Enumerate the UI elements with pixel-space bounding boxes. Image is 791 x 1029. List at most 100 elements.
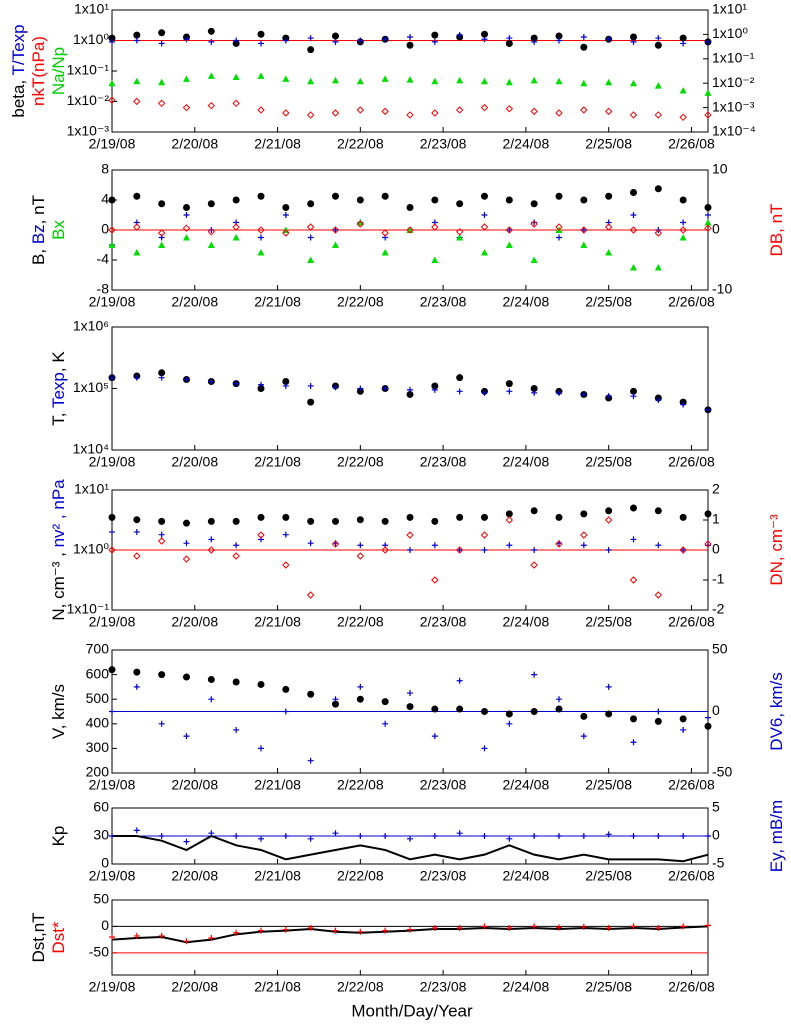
data-point (605, 547, 612, 553)
data-point (580, 510, 588, 518)
data-point (604, 516, 613, 524)
y-tick-label: 4 (101, 191, 109, 207)
y2-tick-label: 1x10⁰ (712, 25, 748, 41)
data-point (705, 922, 711, 929)
data-point (704, 224, 712, 232)
y2-tick-label: 1 (712, 511, 720, 527)
data-point (356, 77, 364, 85)
data-point (406, 226, 414, 234)
axis-title-part: DN, cm⁻³ (767, 514, 786, 586)
data-point (282, 513, 290, 521)
y2-tick-label: -5 (712, 855, 725, 871)
data-point (481, 77, 488, 85)
data-point (555, 192, 563, 200)
data-point (331, 226, 340, 234)
data-point (630, 264, 637, 271)
x-tick-label: 2/26/08 (668, 454, 715, 470)
data-point (580, 923, 587, 930)
axis-title: Bx (49, 220, 68, 240)
data-point (505, 710, 513, 718)
data-point (233, 833, 240, 839)
data-point (208, 830, 215, 837)
axis-title: Dst,nT (29, 912, 48, 962)
data-point (556, 389, 562, 396)
x-tick-label: 2/20/08 (171, 136, 218, 152)
data-point (680, 726, 687, 733)
data-point (605, 924, 612, 931)
data-point (182, 224, 191, 232)
data-point (531, 671, 538, 678)
data-point (207, 241, 215, 248)
data-point (133, 668, 141, 676)
data-point (481, 547, 488, 553)
data-point (332, 227, 339, 233)
data-point (530, 107, 538, 116)
y2-tick-label: 5 (712, 799, 720, 815)
data-point (332, 384, 339, 391)
y2-tick-label: 0 (712, 541, 720, 557)
data-point (655, 833, 662, 839)
data-point (257, 680, 265, 688)
data-point (679, 87, 687, 94)
data-point (531, 923, 538, 930)
axis-title-part: Texp (49, 372, 68, 408)
data-point (431, 386, 438, 393)
data-point (157, 229, 166, 237)
data-point (232, 99, 240, 108)
data-point (655, 924, 662, 931)
data-point (679, 34, 687, 42)
data-point (679, 113, 687, 122)
data-point (332, 517, 339, 525)
data-point (580, 241, 588, 248)
x-tick-label: 2/23/08 (420, 868, 467, 884)
data-point (605, 78, 613, 86)
data-point (481, 30, 488, 38)
data-point (233, 726, 240, 733)
x-tick-label: 2/23/08 (420, 777, 467, 793)
y-tick-label: 1x10⁻¹ (67, 62, 110, 78)
data-point (207, 27, 215, 35)
data-point (481, 708, 488, 715)
data-point (307, 540, 314, 547)
data-point (530, 220, 538, 228)
data-point (679, 546, 687, 554)
x-tick-label: 2/21/08 (254, 614, 301, 630)
data-point (407, 690, 413, 697)
y-tick-label: 1x10⁰ (73, 541, 109, 557)
y-tick-label: 1x10¹ (74, 1, 109, 17)
data-point (481, 833, 488, 839)
data-point (158, 531, 165, 538)
data-point (233, 37, 240, 44)
data-point (233, 542, 240, 549)
data-point (108, 513, 116, 521)
axis-title: Ey, mB/m (767, 800, 786, 872)
x-tick-label: 2/22/08 (337, 979, 384, 995)
data-point (356, 695, 364, 703)
data-point (406, 76, 414, 83)
y2-tick-label: 0 (712, 221, 720, 237)
axis-title: Kp (49, 826, 68, 847)
data-point (704, 219, 712, 226)
axis-title-part: Bz (29, 224, 48, 244)
x-tick-label: 2/23/08 (420, 614, 467, 630)
x-tick-label: 2/24/08 (503, 979, 550, 995)
data-point (680, 547, 687, 553)
data-point (381, 75, 389, 82)
x-tick-label: 2/21/08 (254, 868, 301, 884)
data-point (481, 389, 488, 396)
data-point (431, 256, 439, 263)
data-point (356, 106, 365, 114)
data-point (431, 196, 439, 204)
data-point (282, 708, 289, 715)
x-tick-label: 2/19/08 (89, 979, 136, 995)
data-point (356, 552, 365, 560)
axis-title: beta, T/Texp (9, 24, 28, 117)
data-point (406, 703, 414, 711)
data-point (257, 531, 265, 539)
data-point (555, 32, 563, 40)
y-tick-label: 0 (101, 855, 109, 871)
data-point (382, 833, 389, 839)
x-tick-label: 2/25/08 (585, 979, 632, 995)
data-point (431, 382, 439, 390)
